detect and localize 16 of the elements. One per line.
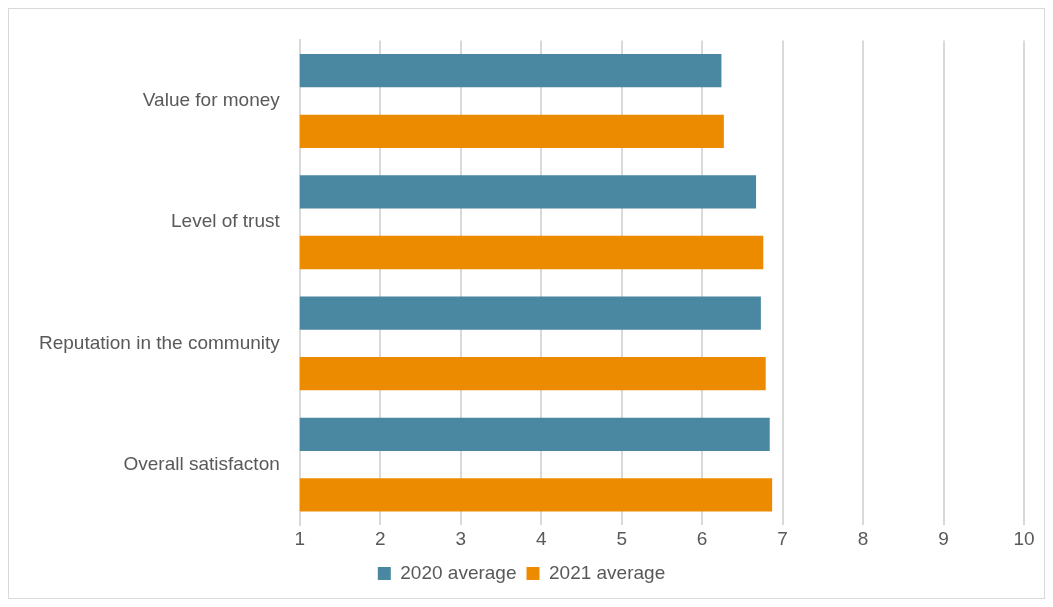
x-tick-label: 6 (696, 527, 708, 549)
x-tick-label: 10 (1013, 527, 1035, 549)
y-tick-label: Reputation in the community (39, 331, 281, 353)
y-tick-label: Overall satisfacton (123, 452, 280, 474)
legend-label: 2021 average (549, 561, 666, 583)
x-tick-label: 1 (294, 527, 306, 549)
x-tick-label: 5 (616, 527, 627, 549)
y-tick-label: Value for money (142, 89, 281, 111)
legend-label: 2020 average (400, 561, 517, 583)
x-tick-label: 2 (374, 527, 386, 549)
x-tick-label: 3 (455, 527, 467, 549)
x-tick-label: 4 (535, 527, 547, 549)
y-tick-label: Level of trust (171, 210, 281, 232)
x-tick-label: 8 (857, 527, 869, 549)
x-tick-label: 9 (938, 527, 949, 549)
x-tick-label: 7 (777, 527, 788, 549)
